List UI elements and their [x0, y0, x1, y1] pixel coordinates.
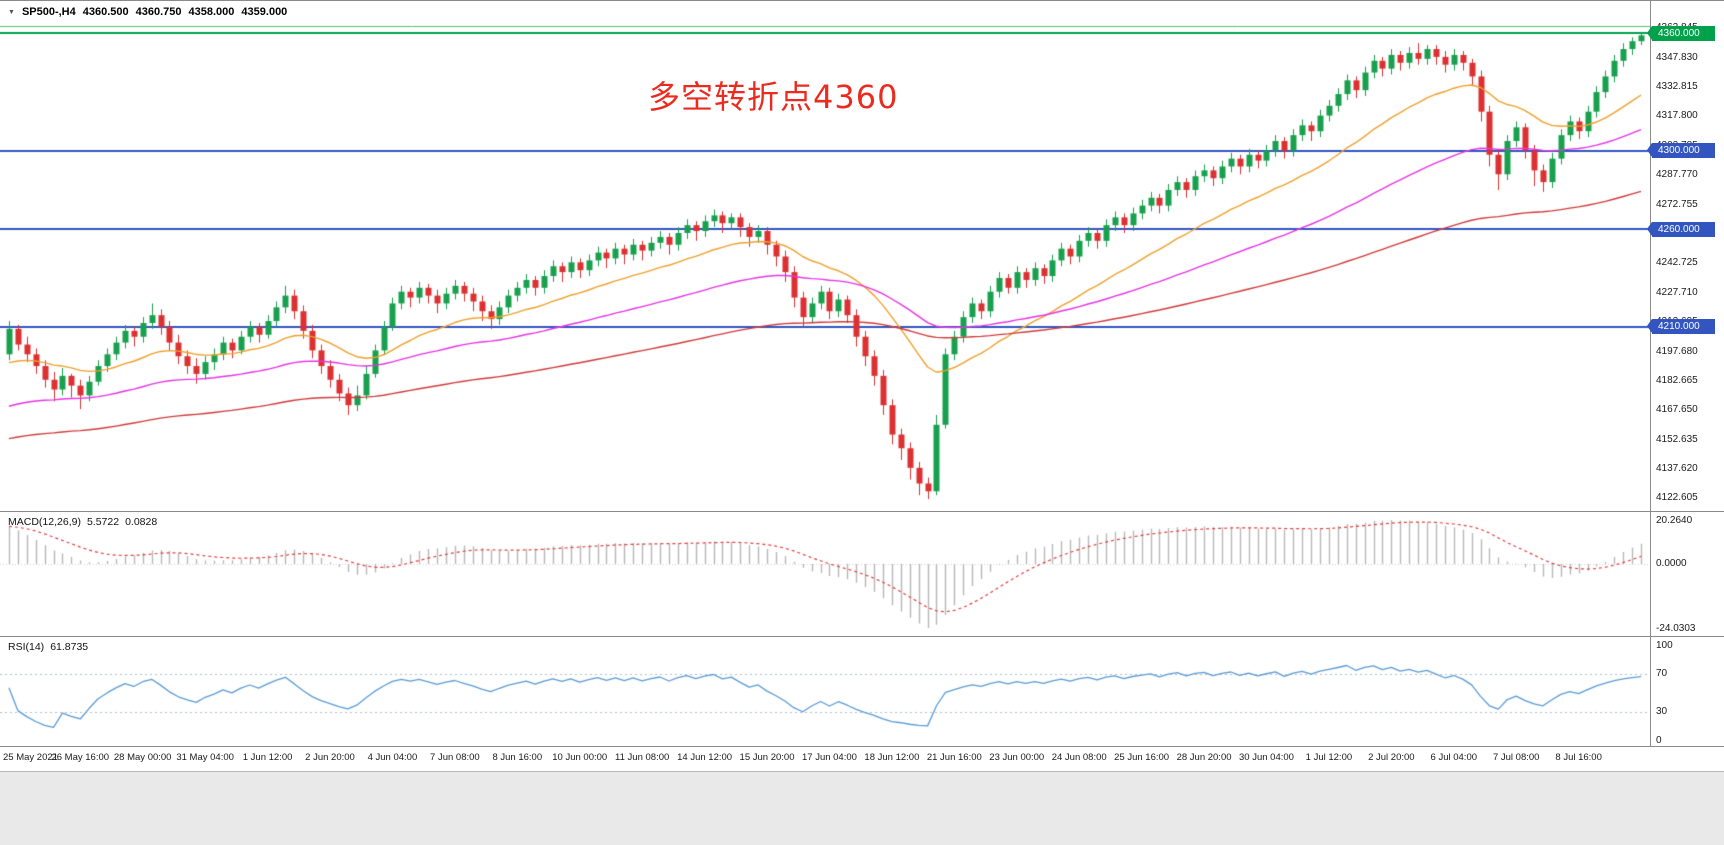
price-level-badge: 4260.000: [1647, 221, 1715, 237]
time-axis-label: 21 Jun 16:00: [926, 752, 982, 763]
price-axis-label: 4242.725: [1656, 257, 1698, 269]
rsi-indicator-label: RSI(14) 61.8735: [8, 641, 94, 653]
time-axis-label: 8 Jul 16:00: [1555, 752, 1602, 763]
macd-signal-value: 0.0828: [125, 516, 158, 528]
chart-title: ▼ SP500-,H4 4360.500 4360.750 4358.000 4359.0…: [8, 6, 294, 18]
time-axis-label: 11 Jun 08:00: [615, 752, 670, 763]
price-axis-label: 4137.620: [1656, 463, 1698, 475]
time-axis-label: 28 May 00:00: [113, 752, 172, 763]
time-axis-label: 15 Jun 20:00: [739, 752, 795, 763]
macd-axis-label: 20.2640: [1656, 514, 1693, 526]
symbol-timeframe: SP500-,H4: [21, 6, 76, 18]
price-axis-label: 4167.650: [1656, 404, 1698, 416]
time-axis-label: 6 Jul 04:00: [1430, 752, 1478, 763]
price-axis-label: 4347.830: [1656, 51, 1698, 63]
bottom-spacer: [0, 771, 1724, 845]
time-axis-label: 25 May 2021: [3, 752, 58, 763]
ohlc-open: 4360.500: [82, 6, 129, 18]
time-axis-label: 17 Jun 04:00: [801, 752, 857, 763]
time-axis-label: 7 Jul 08:00: [1492, 752, 1540, 763]
time-axis-label: 28 Jun 20:00: [1176, 752, 1232, 763]
rsi-pane-canvas[interactable]: [0, 637, 1650, 746]
price-axis-label: 4287.770: [1656, 169, 1698, 181]
pane-separator: [0, 636, 1724, 637]
macd-pane-canvas[interactable]: [0, 512, 1650, 636]
macd-axis-label: 0.0000: [1656, 558, 1687, 570]
time-axis-label: 26 May 16:00: [51, 752, 110, 763]
time-axis-label: 25 Jun 16:00: [1114, 752, 1170, 763]
macd-axis-label: -24.0303: [1656, 622, 1696, 634]
pane-separator: [0, 746, 1724, 747]
price-axis-label: 4197.680: [1656, 345, 1698, 357]
price-level-badge: 4210.000: [1647, 319, 1715, 335]
price-axis-column[interactable]: [1650, 0, 1724, 747]
rsi-axis-label: 70: [1656, 668, 1668, 679]
rsi-value: 61.8735: [50, 641, 89, 653]
rsi-axis-label: 100: [1656, 639, 1673, 651]
rsi-axis-label: 30: [1656, 706, 1668, 717]
time-axis-label: 31 May 04:00: [176, 752, 234, 763]
price-axis-label: 4122.605: [1656, 492, 1698, 504]
chart-annotation: 多空转折点4360: [648, 78, 899, 116]
price-chart-canvas[interactable]: [0, 0, 1650, 511]
time-axis-label: 1 Jun 12:00: [242, 752, 293, 763]
time-axis[interactable]: 25 May 2021 26 May 16:00 28 May 00:00 31 Ma…: [0, 747, 1650, 771]
price-level-badge: 4360.000: [1647, 25, 1715, 41]
price-axis-label: 4152.635: [1656, 433, 1698, 445]
macd-main-value: 5.5722: [86, 516, 120, 528]
time-axis-label: 24 Jun 08:00: [1051, 752, 1107, 763]
ohlc-close: 4359.000: [241, 6, 288, 18]
price-axis-label: 4272.755: [1656, 198, 1698, 210]
price-axis-label: 4227.710: [1656, 286, 1698, 298]
time-axis-label: 30 Jun 04:00: [1239, 752, 1294, 763]
macd-name: MACD(12,26,9): [8, 516, 81, 528]
time-axis-label: 8 Jun 16:00: [492, 752, 543, 763]
time-axis-label: 4 Jun 04:00: [367, 752, 418, 763]
time-axis-label: 7 Jun 08:00: [430, 752, 480, 763]
window-top-border: [0, 0, 1724, 1]
time-axis-label: 23 Jun 00:00: [989, 752, 1045, 763]
time-axis-label: 2 Jul 20:00: [1368, 752, 1415, 763]
price-axis-label: 4317.800: [1656, 110, 1698, 122]
rsi-axis-label: 0: [1656, 734, 1662, 746]
ohlc-low: 4358.000: [188, 6, 235, 18]
time-axis-label: 2 Jun 20:00: [305, 752, 355, 763]
time-axis-label: 14 Jun 12:00: [677, 752, 733, 763]
price-level-badge: 4300.000: [1647, 143, 1715, 159]
ohlc-high: 4360.750: [135, 6, 182, 18]
macd-indicator-label: MACD(12,26,9) 5.5722 0.0828: [8, 516, 163, 528]
symbol-dropdown-icon[interactable]: ▼: [8, 9, 15, 16]
price-axis-label: 4332.815: [1656, 81, 1698, 93]
time-axis-label: 10 Jun 00:00: [552, 752, 608, 763]
price-axis-label: 4182.665: [1656, 374, 1698, 386]
time-axis-label: 1 Jul 12:00: [1305, 752, 1353, 763]
rsi-name: RSI(14): [8, 641, 45, 653]
time-axis-label: 18 Jun 12:00: [864, 752, 920, 763]
pane-separator: [0, 511, 1724, 512]
